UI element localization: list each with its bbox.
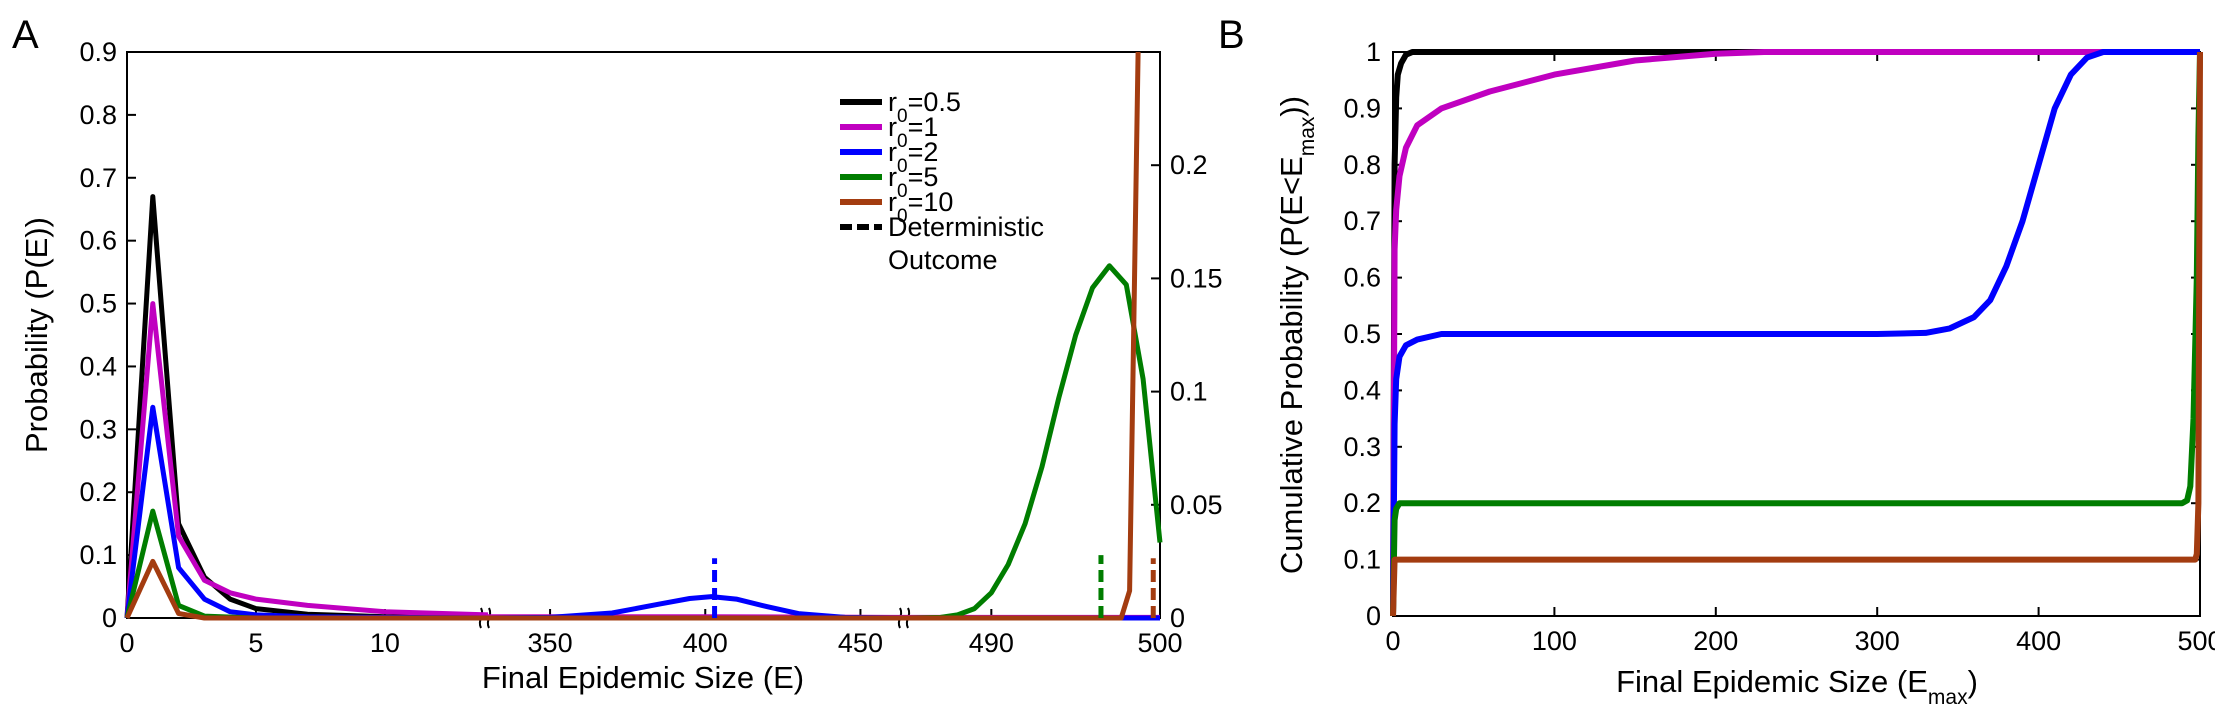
panel-a-left-y-tick-label: 0.7 bbox=[79, 163, 117, 193]
panel-a: A 00.10.20.30.40.50.60.70.80.9 00.050.10… bbox=[12, 13, 1223, 695]
panel-b-x-tick-label: 300 bbox=[1855, 626, 1900, 656]
panel-b-y-axis-label-rest: )) bbox=[1274, 96, 1309, 117]
panel-b-x-tick-label: 500 bbox=[2177, 626, 2215, 656]
panel-b-y-ticks: 0 0.1 0.2 0.3 0.4 0.5 0.6 0.7 0.8 0.9 1 bbox=[1343, 37, 2200, 631]
panel-a-series-line bbox=[906, 263, 1163, 621]
panel-a-x-axis-label: Final Epidemic Size (E) bbox=[482, 660, 804, 695]
legend-entry-label: r0=10 bbox=[888, 187, 953, 227]
panel-a-x-tick-label: 400 bbox=[683, 628, 728, 658]
panel-a-x-tick-label: 0 bbox=[119, 628, 134, 658]
panel-a-right-y-tick-label: 0 bbox=[1170, 603, 1185, 633]
panel-b-y-tick-label: 0.5 bbox=[1343, 319, 1381, 349]
panel-a-series-line bbox=[124, 194, 489, 621]
panel-b-series-line bbox=[1390, 49, 2200, 617]
panel-b-series-line bbox=[1390, 51, 2203, 617]
panel-a-left-y-tick-label: 0.1 bbox=[79, 540, 117, 570]
panel-b-x-ticks: 0 100 200 300 400 500 bbox=[1385, 52, 2215, 656]
panel-a-plot-frame bbox=[126, 51, 1161, 619]
legend-entry-label: r0=1 bbox=[888, 112, 938, 152]
panel-b-y-tick-label: 0.9 bbox=[1343, 93, 1381, 123]
panel-a-series bbox=[124, 51, 1163, 621]
panel-a-left-y-tick-label: 0.9 bbox=[79, 37, 117, 67]
panel-b-y-axis-label-sub: max bbox=[1296, 116, 1319, 156]
panel-a-right-y-ticks: 0 0.05 0.1 0.15 0.2 bbox=[1151, 150, 1223, 633]
legend-entry-label: Deterministic bbox=[888, 212, 1044, 242]
panel-a-x-tick-label: 450 bbox=[838, 628, 883, 658]
panel-a-left-y-tick-label: 0.5 bbox=[79, 289, 117, 319]
panel-b-y-axis-label-main: Cumulative Probability (P(E<E bbox=[1274, 156, 1309, 574]
panel-a-x-tick-label: 500 bbox=[1137, 628, 1182, 658]
panel-a-series-line bbox=[124, 404, 489, 621]
panel-a-x-tick-label: 350 bbox=[528, 628, 573, 658]
panel-a-right-y-tick-label: 0.1 bbox=[1170, 377, 1208, 407]
panel-b-y-tick-label: 0.8 bbox=[1343, 150, 1381, 180]
panel-b-y-tick-label: 0.7 bbox=[1343, 206, 1381, 236]
panel-b-y-tick-label: 0 bbox=[1366, 601, 1381, 631]
panel-b-y-tick-label: 0.2 bbox=[1343, 488, 1381, 518]
legend-entry-label: r0=5 bbox=[888, 162, 938, 202]
panel-a-series-line bbox=[124, 301, 489, 619]
panel-b-series-line bbox=[1390, 49, 2200, 617]
panel-a-right-y-tick-label: 0.15 bbox=[1170, 263, 1223, 293]
panel-b-y-tick-label: 0.3 bbox=[1343, 432, 1381, 462]
panel-a-right-y-tick-label: 0.2 bbox=[1170, 150, 1208, 180]
panel-b-y-tick-label: 0.6 bbox=[1343, 263, 1381, 293]
panel-a-series-line bbox=[487, 594, 908, 621]
panel-a-left-y-tick-label: 0.4 bbox=[79, 351, 117, 381]
panel-a-y-axis-label: Probability (P(E)) bbox=[19, 217, 54, 453]
panel-a-left-y-tick-label: 0.6 bbox=[79, 226, 117, 256]
panel-b-x-tick-label: 400 bbox=[2016, 626, 2061, 656]
panel-a-right-y-tick-label: 0.05 bbox=[1170, 490, 1223, 520]
legend-entry-label: r0=2 bbox=[888, 137, 938, 177]
panel-a-left-y-tick-label: 0.8 bbox=[79, 100, 117, 130]
panel-a-deterministic-markers bbox=[712, 555, 1156, 618]
panel-a-x-tick-label: 490 bbox=[969, 628, 1014, 658]
panel-a-left-y-tick-label: 0.2 bbox=[79, 477, 117, 507]
panel-a-legend: r0=0.5r0=1r0=2r0=5r0=10DeterministicOutc… bbox=[840, 87, 1044, 275]
panel-b-x-tick-label: 100 bbox=[1532, 626, 1577, 656]
panel-a-series-line bbox=[124, 558, 488, 621]
panel-b-x-axis-label: Final Epidemic Size (Emax) bbox=[1616, 664, 1978, 709]
panel-a-series-line bbox=[907, 51, 1141, 621]
panel-b-label: B bbox=[1218, 13, 1245, 57]
legend-entry-label: r0=0.5 bbox=[888, 87, 961, 127]
panel-b-series bbox=[1390, 49, 2203, 617]
panel-b-x-axis-label-rest: ) bbox=[1968, 664, 1978, 699]
panel-b-series-line bbox=[1390, 49, 2200, 617]
panel-a-x-ticks: 0 5 10 350 400 450 490 500 bbox=[119, 609, 1183, 658]
legend-entry-label-line2: Outcome bbox=[888, 245, 998, 275]
panel-b-x-tick-label: 0 bbox=[1385, 626, 1400, 656]
panel-a-x-tick-label: 5 bbox=[248, 628, 263, 658]
panel-b-x-axis-label-main: Final Epidemic Size (E bbox=[1616, 664, 1928, 699]
panel-b-y-tick-label: 1 bbox=[1366, 37, 1381, 67]
panel-b-x-axis-label-sub: max bbox=[1928, 686, 1968, 709]
panel-b-x-tick-label: 200 bbox=[1693, 626, 1738, 656]
panel-a-left-y-tick-label: 0 bbox=[102, 603, 117, 633]
panel-b-y-tick-label: 0.4 bbox=[1343, 375, 1381, 405]
panel-b: B 0 0.1 0.2 0.3 0.4 0.5 0.6 0.7 0.8 0.9 1 0 100 200 3… bbox=[1218, 13, 2215, 709]
panel-a-left-y-tick-label: 0.3 bbox=[79, 414, 117, 444]
panel-a-x-tick-label: 10 bbox=[370, 628, 400, 658]
panel-a-label: A bbox=[12, 13, 39, 57]
panel-b-y-tick-label: 0.1 bbox=[1343, 545, 1381, 575]
panel-b-y-axis-label: Cumulative Probability (P(E<Emax)) bbox=[1274, 96, 1319, 574]
panel-a-left-y-ticks: 0 0.1 0.2 0.3 0.4 0.5 0.6 0.7 0.8 0.9 bbox=[79, 37, 136, 633]
